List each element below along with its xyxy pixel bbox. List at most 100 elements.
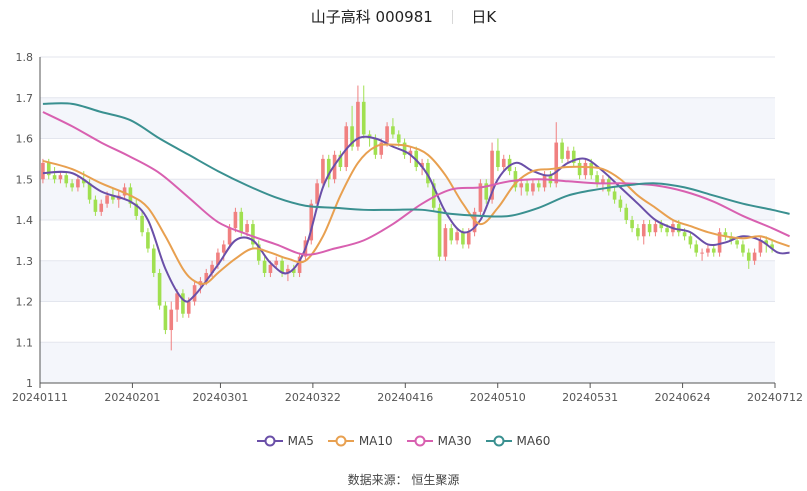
x-tick-label: 20240416 (377, 391, 433, 404)
candle-body (204, 272, 209, 282)
x-tick-label: 20240201 (104, 391, 160, 404)
candle-body (735, 240, 739, 245)
candle-body (274, 260, 279, 265)
candle-body (309, 203, 314, 241)
candle-body (583, 162, 588, 176)
legend-marker-icon (485, 435, 512, 447)
candle-body (431, 183, 436, 208)
candle-body (472, 211, 477, 233)
candle-body (221, 244, 226, 253)
x-axis: 20240111 20240201 20240301 20240322 20240416… (12, 57, 803, 404)
candle-body (752, 252, 757, 261)
legend-marker-icon (327, 435, 354, 447)
candle-body (233, 211, 238, 229)
x-tick-label: 20240624 (655, 391, 711, 404)
data-source: 数据来源： 恒生聚源 (347, 473, 460, 487)
candle-body (52, 175, 57, 180)
candle-body (484, 183, 489, 200)
candle-body (770, 244, 774, 249)
candle-body (350, 126, 354, 147)
candle-body (297, 256, 302, 273)
x-tick-label: 20240531 (562, 391, 618, 404)
candle-body (227, 228, 232, 245)
candle-body (665, 228, 669, 233)
legend-item-ma5[interactable]: MA5 (256, 434, 314, 448)
candle-body (140, 215, 144, 233)
candle-body (332, 154, 337, 180)
legend-label: MA30 (437, 434, 472, 448)
candle-body (81, 179, 86, 184)
candle-body (571, 150, 576, 163)
candle-body (554, 142, 559, 184)
candle-body (676, 224, 681, 233)
candle-body (711, 248, 716, 253)
candle-body (169, 309, 174, 331)
candle-body (653, 224, 658, 233)
candle-body (437, 207, 442, 257)
candle-body (239, 211, 244, 233)
legend-item-ma30[interactable]: MA30 (406, 434, 472, 448)
candle-body (245, 224, 249, 233)
candle-body (513, 171, 518, 188)
x-tick-label: 20240322 (285, 391, 341, 404)
candle-body (496, 150, 500, 168)
candle-body (396, 134, 401, 143)
candle-body (321, 158, 325, 184)
x-tick-label: 20240111 (12, 391, 68, 404)
candle-body (601, 179, 605, 184)
ma30-line (42, 111, 791, 256)
candle-body (76, 179, 80, 188)
candle-body (146, 232, 150, 249)
candle-body (682, 232, 687, 237)
candle-body (280, 260, 284, 273)
candle-body (723, 232, 728, 237)
candle-body (46, 162, 51, 176)
candle-body (64, 175, 69, 184)
period-label: 日K (471, 8, 497, 26)
legend-item-ma10[interactable]: MA10 (327, 434, 393, 448)
candle-body (99, 203, 104, 212)
x-tick-label: 20240301 (192, 391, 248, 404)
candle-body (426, 162, 430, 184)
candle-body (746, 252, 751, 261)
candle-body (449, 228, 454, 241)
candle-body (251, 224, 255, 245)
candle-body (41, 162, 45, 180)
candle-body (361, 101, 366, 135)
candle-body (659, 224, 664, 229)
candle-body (216, 252, 220, 265)
candle-body (741, 244, 745, 253)
y-tick-label: 1.5 (16, 173, 34, 186)
candle-body (93, 199, 98, 212)
candle-body (560, 142, 564, 159)
legend: MA5 MA10 MA30 MA60 (0, 434, 807, 450)
plot-background (40, 97, 775, 383)
legend-item-ma60[interactable]: MA60 (485, 434, 550, 448)
candle-body (291, 268, 296, 273)
candle-body (519, 183, 524, 188)
ma10-line (42, 143, 790, 285)
candle-body (688, 236, 693, 245)
background-band (40, 260, 775, 302)
candle-body (490, 150, 494, 200)
candle-body (443, 228, 448, 257)
x-tick-label: 20240712 (747, 391, 803, 404)
background-band (40, 97, 775, 139)
candle-body (186, 301, 191, 314)
candle-body (647, 224, 652, 233)
candle-body (175, 293, 179, 310)
candle-body (344, 126, 349, 168)
candle-body (268, 264, 273, 273)
stock-name-code: 山子高科 000981 (310, 8, 433, 26)
candle-body (764, 240, 769, 245)
candle-body (338, 154, 343, 168)
candle-body (700, 252, 704, 254)
candle-body (501, 158, 506, 168)
candle-body (122, 187, 127, 196)
candle-body (379, 142, 384, 155)
candle-body (478, 183, 483, 212)
candle-body (408, 150, 413, 155)
candle-body (210, 264, 214, 273)
legend-label: MA5 (287, 434, 314, 448)
candle-body (385, 126, 389, 143)
